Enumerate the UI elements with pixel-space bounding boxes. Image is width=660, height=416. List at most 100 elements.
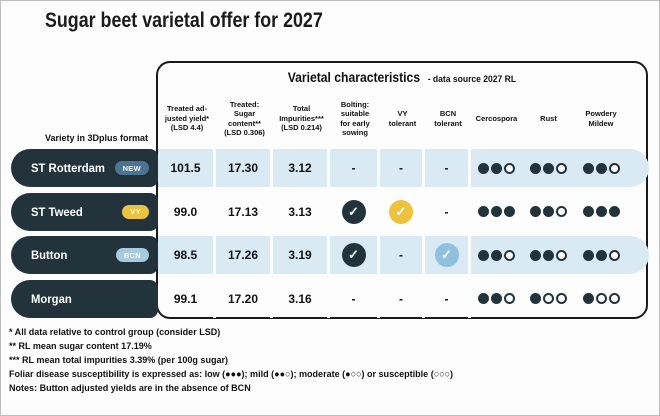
column-header-cercospora: Cercospora [475, 113, 518, 123]
rust-rating-cell [522, 280, 575, 318]
page-title: Sugar beet varietal offer for 2027 [45, 9, 323, 32]
cercospora-rating-cell [471, 280, 522, 318]
footnote-line: *** RL mean total impurities 3.39% (per … [9, 355, 229, 367]
column-header-impurities: Total Impurities*** (LSD 0.214) [279, 104, 324, 133]
table-header: Varietal characteristics - data source 2… [156, 69, 648, 87]
column-headers: Treated ad- justed yield* (LSD 4.4) Trea… [158, 91, 649, 146]
impurities-cell-value: 3.13 [288, 204, 312, 219]
rating-dot-filled [543, 162, 554, 174]
variety-badge-bcn: BCN [115, 248, 149, 262]
rating-dot-filled [582, 293, 594, 304]
variety-name: Button [31, 248, 68, 262]
bcn-cell: ✓ [425, 236, 471, 274]
variety-row: Button BCN 98.5 17.26 3.19 ✓ - ✓ [11, 236, 649, 274]
dash: - [399, 291, 403, 306]
cercospora-rating [477, 162, 516, 174]
variety-pill: ST Tweed VY [11, 192, 158, 231]
bcn-cell: - [425, 192, 471, 231]
bcn-cell: - [425, 279, 471, 318]
column-header-sugar: Treated: Sugar content** (LSD 0.306) [224, 99, 265, 137]
rating-dot-empty [556, 249, 567, 261]
variety-pill: Morgan [11, 279, 158, 318]
rating-dot-empty [556, 293, 567, 304]
rust-rating-cell [522, 193, 575, 231]
variety-format-label: Variety in 3Dplus format [45, 133, 149, 143]
check-icon: ✓ [341, 243, 366, 267]
vy-cell: - [380, 149, 425, 187]
rating-dot-filled [530, 206, 541, 217]
yield-cell: 99.1 [158, 279, 216, 318]
variety-name: Morgan [31, 291, 72, 306]
yield-cell: 99.0 [158, 192, 216, 231]
powdery-mildew-rating-cell [575, 149, 649, 187]
column-header-bolting: Bolting: suitable for early sowing [340, 99, 370, 137]
check-icon: ✓ [389, 199, 413, 224]
footnote-line: Notes: Button adjusted yields are in the… [9, 383, 251, 395]
rust-rating [529, 249, 568, 261]
dash: - [444, 291, 449, 306]
row-cells: 98.5 17.26 3.19 ✓ - ✓ [158, 236, 649, 274]
row-cells: 99.0 17.13 3.13 ✓ ✓ - [158, 192, 649, 231]
sugar-cell: 17.30 [216, 149, 273, 187]
bolting-cell: - [330, 279, 380, 318]
yield-cell: 101.5 [158, 149, 216, 187]
footnotes: * All data relative to control group (co… [9, 326, 453, 396]
dash: - [399, 161, 403, 175]
rating-dot-filled [491, 162, 502, 174]
powdery-mildew-rating-cell [575, 280, 649, 318]
sugar-cell: 17.20 [216, 279, 273, 318]
rating-dot-filled [530, 249, 541, 261]
rating-dot-filled [478, 249, 489, 261]
variety-name: ST Tweed [31, 204, 83, 219]
table-title: Varietal characteristics [287, 70, 421, 85]
rating-dot-empty [556, 206, 567, 217]
sugar-cell-value: 17.26 [227, 248, 259, 262]
cercospora-rating [477, 206, 516, 217]
sugar-cell-value: 17.30 [227, 161, 259, 175]
rating-dot-filled [582, 249, 594, 261]
rating-dot-empty [608, 293, 620, 304]
rating-dot-filled [478, 206, 489, 217]
rating-dot-filled [543, 249, 554, 261]
impurities-cell-value: 3.16 [288, 291, 312, 306]
dash: - [351, 291, 356, 306]
powdery-mildew-rating [582, 293, 621, 304]
rust-rating-cell [522, 149, 575, 187]
rating-dot-filled [504, 206, 515, 217]
sugar-cell: 17.13 [216, 192, 273, 231]
dash: - [444, 204, 449, 219]
rating-dot-filled [582, 206, 594, 217]
rust-rating [529, 162, 568, 174]
footnote-line: Foliar disease susceptibility is express… [9, 369, 454, 381]
rating-dot-empty [543, 293, 554, 304]
rating-dot-empty [504, 162, 515, 174]
sugar-cell-value: 17.13 [227, 204, 259, 219]
footnote-line: * All data relative to control group (co… [9, 327, 221, 338]
yield-cell-value: 99.1 [173, 291, 198, 306]
column-header-yield: Treated ad- justed yield* (LSD 4.4) [164, 104, 210, 133]
vy-cell: - [380, 236, 425, 274]
rating-dot-filled [595, 206, 607, 217]
variety-row: Morgan 99.1 17.20 3.16 - - - [11, 279, 649, 318]
impurities-cell-value: 3.12 [288, 161, 312, 175]
rating-dot-filled [595, 162, 607, 174]
dash: - [444, 161, 449, 175]
powdery-mildew-rating [582, 249, 621, 261]
variety-pill: Button BCN [11, 236, 158, 274]
powdery-mildew-rating [582, 206, 621, 217]
row-cells: 99.1 17.20 3.16 - - - [158, 279, 649, 318]
bolting-cell: ✓ [330, 236, 380, 274]
impurities-cell: 3.13 [273, 192, 330, 231]
impurities-cell-value: 3.19 [288, 248, 312, 262]
rating-dot-filled [608, 206, 620, 217]
column-header-bcn: BCN tolerant [434, 109, 462, 128]
rust-rating [529, 206, 568, 217]
bcn-cell: - [425, 149, 471, 187]
rust-rating [529, 293, 568, 304]
variety-badge-vy: VY [122, 204, 149, 219]
rating-dot-filled [530, 293, 541, 304]
rating-dot-empty [608, 162, 620, 174]
bolting-cell: - [330, 149, 380, 187]
sugar-cell-value: 17.20 [227, 291, 259, 306]
impurities-cell: 3.19 [273, 236, 330, 274]
